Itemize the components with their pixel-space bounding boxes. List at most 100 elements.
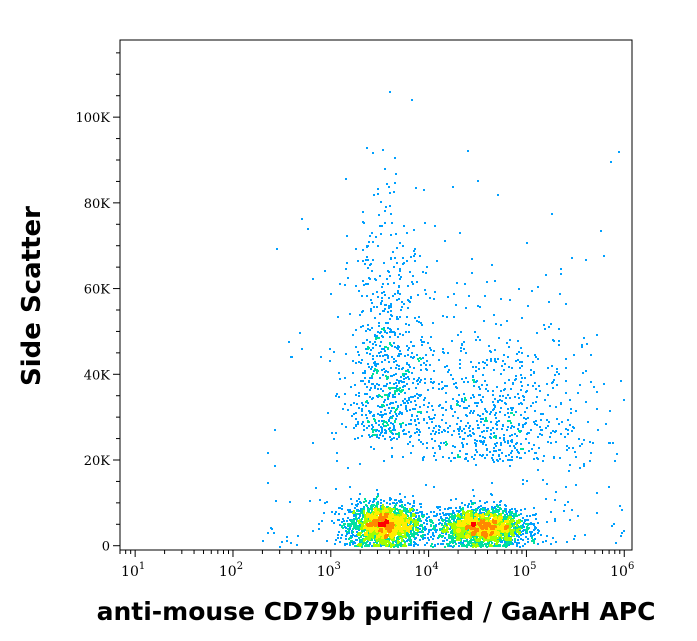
- data-point: [610, 161, 612, 163]
- data-point: [405, 515, 407, 517]
- data-point: [420, 364, 422, 366]
- data-point: [491, 542, 493, 544]
- data-point: [535, 401, 537, 403]
- data-point: [463, 407, 465, 409]
- data-point: [385, 510, 387, 512]
- data-point: [527, 541, 529, 543]
- data-point: [395, 373, 397, 375]
- data-point: [385, 375, 387, 377]
- data-point: [504, 518, 506, 520]
- data-point: [333, 351, 335, 353]
- data-point: [505, 533, 507, 535]
- data-point: [419, 255, 421, 257]
- data-point: [402, 263, 404, 265]
- data-point: [407, 349, 409, 351]
- data-point: [372, 343, 374, 345]
- data-point: [583, 337, 585, 339]
- data-point: [453, 512, 455, 514]
- data-point: [540, 413, 542, 415]
- data-point: [371, 377, 373, 379]
- data-point: [358, 543, 360, 545]
- data-point: [377, 245, 379, 247]
- data-point: [351, 523, 353, 525]
- data-point: [480, 537, 482, 539]
- data-point: [516, 529, 518, 531]
- data-point: [443, 528, 445, 530]
- data-point: [420, 379, 422, 381]
- data-point: [422, 531, 424, 533]
- data-point: [408, 347, 410, 349]
- data-point: [529, 531, 531, 533]
- data-point: [444, 523, 446, 525]
- data-point: [375, 498, 377, 500]
- data-point: [394, 257, 396, 259]
- data-point: [363, 512, 365, 514]
- data-point: [415, 528, 417, 530]
- data-point: [326, 540, 328, 542]
- data-point: [575, 484, 577, 486]
- data-point: [535, 518, 537, 520]
- data-point: [514, 447, 516, 449]
- data-point: [411, 372, 413, 374]
- data-point: [348, 530, 350, 532]
- data-point: [362, 380, 364, 382]
- data-point: [382, 149, 384, 151]
- data-point: [537, 532, 539, 534]
- data-point: [279, 546, 281, 548]
- data-point: [516, 545, 518, 547]
- data-point: [417, 530, 419, 532]
- data-point: [520, 509, 522, 511]
- data-point: [488, 345, 490, 347]
- data-point: [359, 314, 361, 316]
- data-point: [481, 384, 483, 386]
- data-point: [391, 315, 393, 317]
- data-point: [529, 515, 531, 517]
- data-point: [504, 514, 506, 516]
- data-point: [416, 281, 418, 283]
- data-point: [400, 426, 402, 428]
- data-point: [388, 387, 390, 389]
- data-point: [519, 521, 521, 523]
- data-point: [491, 508, 493, 510]
- data-point: [396, 316, 398, 318]
- data-point: [387, 355, 389, 357]
- data-point: [371, 398, 373, 400]
- data-point: [494, 358, 496, 360]
- data-point: [531, 290, 533, 292]
- data-point: [456, 400, 458, 402]
- data-point: [495, 450, 497, 452]
- data-point: [435, 531, 437, 533]
- data-point: [470, 397, 472, 399]
- data-point: [430, 433, 432, 435]
- data-point: [461, 502, 463, 504]
- data-point: [401, 528, 403, 530]
- data-point: [384, 346, 386, 348]
- data-point: [566, 541, 568, 543]
- data-point: [390, 344, 392, 346]
- data-point: [406, 260, 408, 262]
- data-point: [512, 543, 514, 545]
- data-point: [312, 530, 314, 532]
- data-point: [544, 399, 546, 401]
- data-point: [347, 517, 349, 519]
- data-point: [374, 369, 376, 371]
- data-point: [466, 443, 468, 445]
- data-point: [448, 518, 450, 520]
- data-point: [358, 498, 360, 500]
- data-point: [366, 515, 368, 517]
- data-point: [537, 543, 539, 545]
- data-point: [488, 512, 490, 514]
- data-point: [372, 355, 374, 357]
- data-point: [500, 442, 502, 444]
- data-point: [412, 533, 414, 535]
- data-point: [385, 425, 387, 427]
- data-point: [512, 407, 514, 409]
- data-point: [379, 225, 381, 227]
- data-point: [399, 528, 401, 530]
- data-point: [399, 316, 401, 318]
- data-point: [350, 386, 352, 388]
- data-points: [262, 91, 625, 548]
- data-point: [505, 403, 507, 405]
- data-point: [410, 532, 412, 534]
- data-point: [505, 539, 507, 541]
